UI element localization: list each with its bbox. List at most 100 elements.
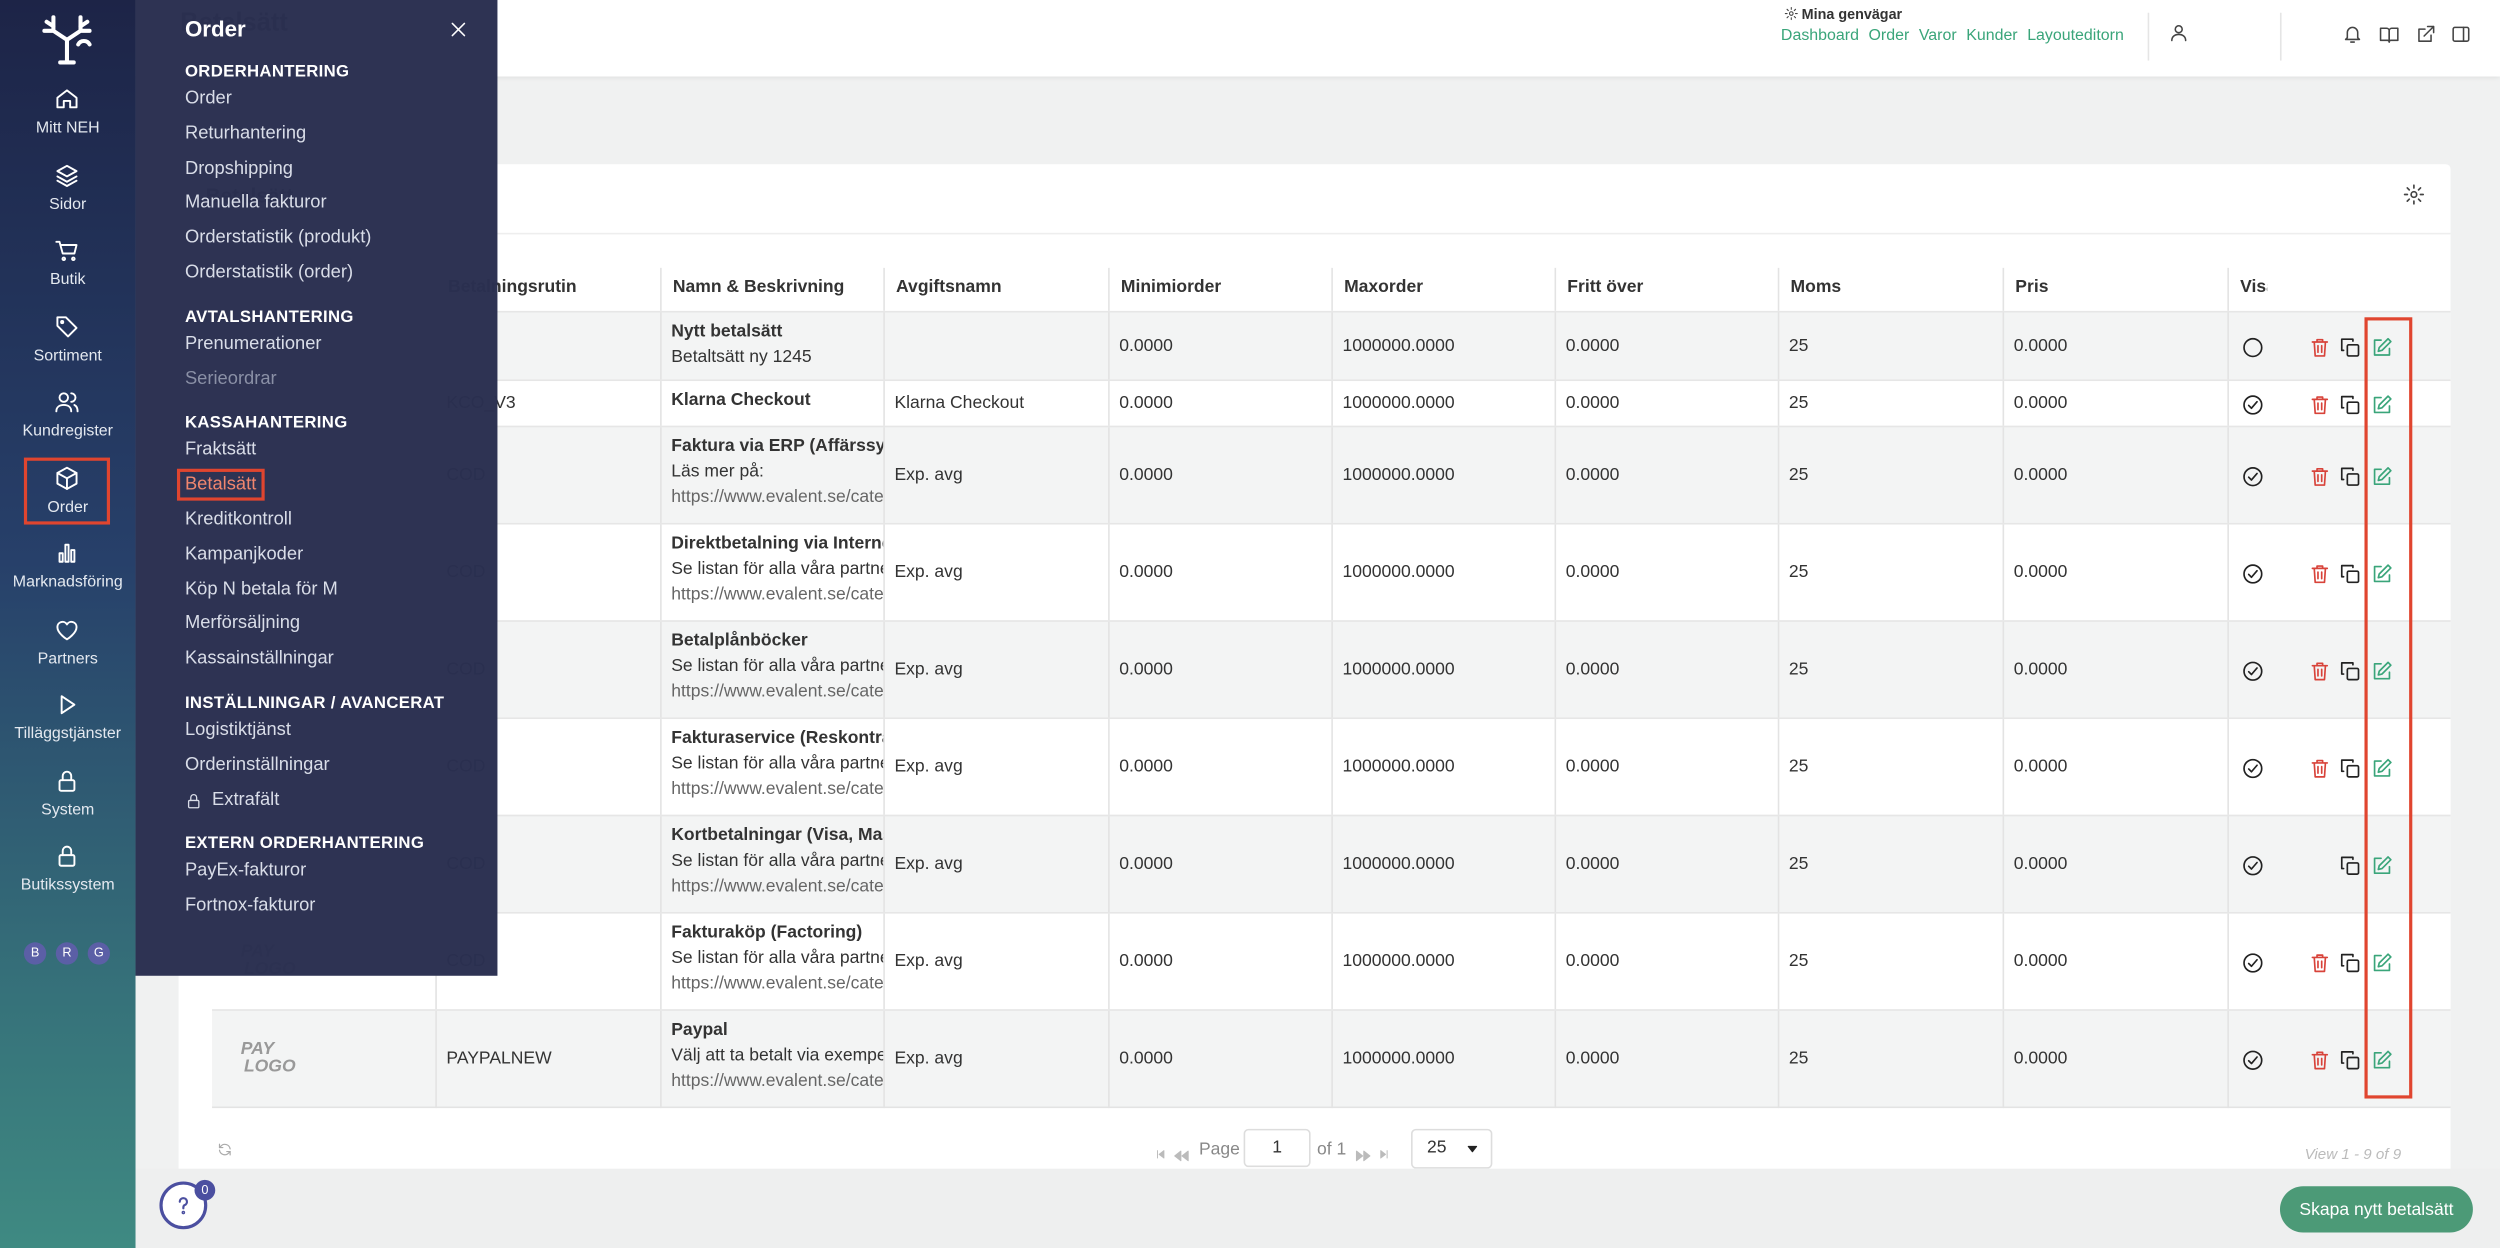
copy-button[interactable] xyxy=(2339,336,2361,358)
visibility-toggle[interactable] xyxy=(2242,659,2264,681)
visibility-toggle[interactable] xyxy=(2242,1048,2264,1070)
nav-label[interactable]: Tilläggstjänster xyxy=(14,725,122,743)
shortcut-link[interactable]: Kunder xyxy=(1966,27,2018,45)
shortcut-link[interactable]: Varor xyxy=(1918,27,1957,45)
nav-icon[interactable] xyxy=(54,616,80,642)
nav-icon[interactable] xyxy=(54,465,80,491)
settings-button[interactable] xyxy=(2403,183,2425,205)
menu-item[interactable]: Fraktsätt xyxy=(184,440,257,460)
nav-label[interactable]: Kundregister xyxy=(22,422,113,441)
nav-icon[interactable] xyxy=(54,313,80,339)
menu-item[interactable]: Orderstatistik (order) xyxy=(184,263,354,283)
menu-item[interactable]: Fortnox-fakturor xyxy=(184,896,316,916)
menu-item[interactable]: Extrafält xyxy=(212,790,280,810)
menu-item[interactable]: Kassainställningar xyxy=(184,649,334,669)
user-button[interactable] xyxy=(2168,22,2189,43)
menu-item[interactable]: Orderstatistik (produkt) xyxy=(184,228,372,248)
create-button[interactable]: Skapa nytt betalsätt xyxy=(2279,1186,2473,1233)
nav-label[interactable]: Sortiment xyxy=(33,346,102,365)
visibility-toggle[interactable] xyxy=(2242,562,2264,584)
nav-label[interactable]: Mitt NEH xyxy=(35,119,100,138)
nav-label[interactable]: Sidor xyxy=(49,195,87,213)
menu-item[interactable]: Prenumerationer xyxy=(184,334,322,354)
user-badge[interactable]: G xyxy=(87,942,111,965)
delete-button[interactable] xyxy=(2309,659,2331,681)
edit-button[interactable] xyxy=(2371,951,2393,973)
delete-button[interactable] xyxy=(2309,1048,2331,1070)
copy-button[interactable] xyxy=(2339,465,2361,487)
nav-icon[interactable] xyxy=(54,238,80,264)
page-size-select[interactable]: 25 xyxy=(1411,1128,1493,1169)
copy-button[interactable] xyxy=(2339,393,2361,415)
shortcut-link[interactable]: Dashboard xyxy=(1780,27,1859,45)
next-page[interactable] xyxy=(1355,1148,1371,1164)
edit-button[interactable] xyxy=(2371,854,2393,876)
nav-icon[interactable] xyxy=(54,162,80,188)
nav-icon[interactable] xyxy=(54,389,80,415)
edit-button[interactable] xyxy=(2371,1048,2393,1070)
prev-page[interactable] xyxy=(1173,1148,1189,1164)
menu-item[interactable]: Orderinställningar xyxy=(184,755,330,775)
delete-button[interactable] xyxy=(2309,562,2331,584)
nav-label[interactable]: System xyxy=(41,801,95,819)
nav-label[interactable]: Order xyxy=(47,498,89,516)
visibility-toggle[interactable] xyxy=(2242,757,2264,779)
delete-button[interactable] xyxy=(2309,465,2331,487)
help-button[interactable] xyxy=(159,1181,208,1230)
nav-label[interactable]: Butikssystem xyxy=(20,876,115,895)
menu-item[interactable]: Merförsäljning xyxy=(184,614,301,634)
menu-item[interactable]: Manuella fakturor xyxy=(184,193,327,213)
edit-button[interactable] xyxy=(2371,465,2393,487)
copy-button[interactable] xyxy=(2339,951,2361,973)
delete-button[interactable] xyxy=(2309,951,2331,973)
ext-button[interactable] xyxy=(2415,24,2436,45)
nav-label[interactable]: Partners xyxy=(37,649,98,668)
shortcut-link[interactable]: Layouteditorn xyxy=(2027,27,2124,45)
refresh-button[interactable] xyxy=(217,1142,233,1158)
menu-item[interactable]: Returhantering xyxy=(184,124,307,144)
nav-icon[interactable] xyxy=(54,540,80,566)
copy-button[interactable] xyxy=(2339,757,2361,779)
nav-icon[interactable] xyxy=(54,692,80,718)
delete-button[interactable] xyxy=(2309,336,2331,358)
menu-item[interactable]: Kampanjkoder xyxy=(184,544,304,565)
nav-icon[interactable] xyxy=(54,843,80,869)
panel-button[interactable] xyxy=(2451,24,2472,45)
menu-item[interactable]: Dropshipping xyxy=(184,158,293,178)
edit-button[interactable] xyxy=(2371,757,2393,779)
copy-button[interactable] xyxy=(2339,562,2361,584)
copy-button[interactable] xyxy=(2339,854,2361,876)
menu-item[interactable]: Köp N betala för M xyxy=(184,579,338,599)
menu-item[interactable]: Kreditkontroll xyxy=(184,510,292,530)
visibility-toggle[interactable] xyxy=(2242,951,2264,973)
shortcut-link[interactable]: Order xyxy=(1868,27,1910,45)
menu-item[interactable]: Order xyxy=(184,89,232,109)
edit-button[interactable] xyxy=(2371,336,2393,358)
nav-label[interactable]: Butik xyxy=(50,271,86,289)
book-button[interactable] xyxy=(2379,24,2400,45)
edit-button[interactable] xyxy=(2371,562,2393,584)
menu-item[interactable]: PayEx-fakturor xyxy=(184,861,307,881)
visibility-toggle[interactable] xyxy=(2242,393,2264,415)
bell-button[interactable] xyxy=(2342,24,2363,45)
menu-item[interactable]: Betalsätt xyxy=(176,469,265,501)
edit-button[interactable] xyxy=(2371,659,2393,681)
user-badge[interactable]: R xyxy=(55,942,79,965)
last-page[interactable] xyxy=(1378,1148,1391,1161)
visibility-toggle[interactable] xyxy=(2242,336,2264,358)
delete-button[interactable] xyxy=(2309,393,2331,415)
visibility-toggle[interactable] xyxy=(2242,465,2264,487)
delete-button[interactable] xyxy=(2309,757,2331,779)
nav-icon[interactable] xyxy=(54,86,80,112)
menu-item[interactable]: Logistiktjänst xyxy=(184,720,291,740)
nav-icon[interactable] xyxy=(54,768,80,794)
nav-label[interactable]: Marknadsföring xyxy=(12,573,123,592)
close-menu[interactable] xyxy=(448,19,469,40)
edit-button[interactable] xyxy=(2371,393,2393,415)
first-page[interactable] xyxy=(1154,1148,1167,1161)
user-badge[interactable]: B xyxy=(23,942,47,965)
copy-button[interactable] xyxy=(2339,659,2361,681)
visibility-toggle[interactable] xyxy=(2242,854,2264,876)
page-input[interactable]: 1 xyxy=(1243,1128,1311,1168)
copy-button[interactable] xyxy=(2339,1048,2361,1070)
